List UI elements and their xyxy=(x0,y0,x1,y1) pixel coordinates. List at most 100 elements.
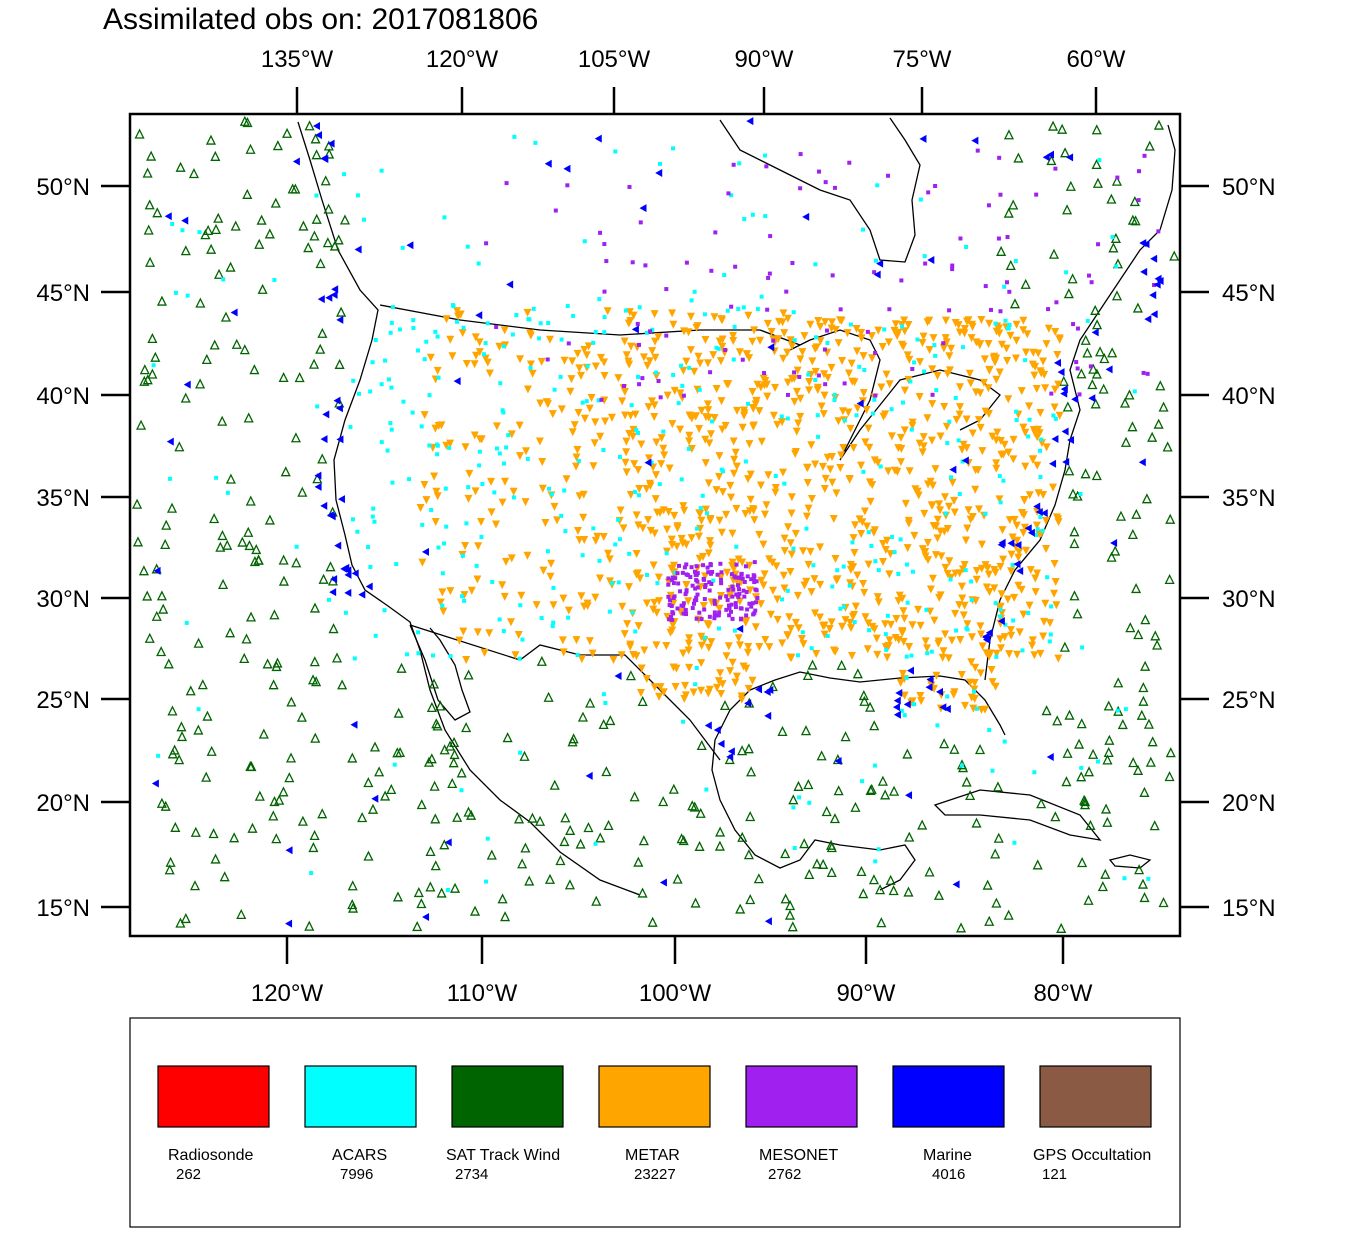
sat-wind-marker xyxy=(1088,363,1099,374)
acars-marker xyxy=(687,365,692,370)
mesonet-marker xyxy=(762,371,767,376)
metar-marker xyxy=(1051,385,1060,394)
metar-marker xyxy=(992,459,1001,468)
sat-wind-marker xyxy=(363,777,374,788)
metar-marker xyxy=(995,495,1004,504)
metar-marker xyxy=(649,561,658,570)
west-coast-outline xyxy=(297,121,641,896)
sat-wind-marker xyxy=(310,732,321,743)
metar-marker xyxy=(928,400,937,409)
metar-marker xyxy=(941,630,950,639)
mesonet-marker xyxy=(730,584,735,589)
metar-marker xyxy=(732,504,741,513)
acars-marker xyxy=(732,628,737,633)
metar-marker xyxy=(732,462,741,471)
mesonet-marker xyxy=(666,582,671,587)
acars-marker xyxy=(1027,417,1032,422)
metar-marker xyxy=(1054,380,1063,389)
metar-marker xyxy=(1041,599,1050,608)
metar-marker xyxy=(739,662,748,671)
sat-wind-marker xyxy=(1003,129,1015,140)
acars-marker xyxy=(866,530,871,535)
marine-marker xyxy=(1046,753,1054,762)
sat-wind-marker xyxy=(180,912,191,924)
sat-wind-marker xyxy=(807,659,818,670)
metar-marker xyxy=(857,329,866,338)
metar-marker xyxy=(637,440,646,449)
metar-marker xyxy=(860,588,869,597)
acars-marker xyxy=(900,400,905,405)
mesonet-marker xyxy=(744,613,749,618)
right-lat-label: 35°N xyxy=(1222,485,1276,512)
acars-marker xyxy=(427,393,432,398)
metar-marker xyxy=(738,558,747,567)
sat-wind-marker xyxy=(256,214,267,225)
acars-marker xyxy=(779,414,784,419)
metar-marker xyxy=(604,549,613,558)
acars-marker xyxy=(1007,322,1012,327)
sat-wind-marker xyxy=(328,623,339,634)
marine-marker xyxy=(943,705,951,714)
metar-marker xyxy=(769,411,778,420)
mesonet-marker xyxy=(712,610,717,615)
marine-marker xyxy=(422,912,430,921)
sat-wind-marker xyxy=(1032,859,1043,870)
sat-wind-marker xyxy=(1164,573,1175,585)
sat-wind-marker xyxy=(933,889,945,900)
sat-wind-marker xyxy=(858,888,869,899)
bottom-lon-label: 80°W xyxy=(1034,980,1093,1007)
mesonet-marker xyxy=(709,268,714,273)
mesonet-marker xyxy=(703,582,708,587)
metar-marker xyxy=(577,655,586,664)
sat-wind-marker xyxy=(993,832,1004,843)
metar-marker xyxy=(881,620,890,629)
sat-wind-marker xyxy=(156,797,167,808)
mesonet-marker xyxy=(681,393,686,398)
metar-marker xyxy=(655,692,664,701)
acars-marker xyxy=(442,541,447,546)
sat-wind-marker xyxy=(195,297,206,308)
acars-marker xyxy=(435,443,440,448)
sat-wind-marker xyxy=(1092,177,1104,188)
metar-marker xyxy=(929,334,938,343)
metar-marker xyxy=(1033,433,1042,442)
metar-marker xyxy=(595,574,604,583)
acars-marker xyxy=(585,364,590,369)
acars-marker xyxy=(729,193,734,198)
metar-marker xyxy=(987,666,996,675)
legend-item-acars: ACARS 7996 xyxy=(304,1065,417,1183)
acars-marker xyxy=(636,430,641,435)
mesonet-marker xyxy=(1156,229,1161,234)
mesonet-marker xyxy=(1086,273,1091,278)
acars-marker xyxy=(1012,840,1017,845)
metar-marker xyxy=(895,591,904,600)
metar-marker xyxy=(600,358,609,367)
acars-marker xyxy=(909,653,914,658)
metar-marker xyxy=(799,640,808,649)
acars-marker xyxy=(649,460,654,465)
metar-marker xyxy=(1025,402,1034,411)
metar-marker xyxy=(622,437,631,446)
sat-wind-marker xyxy=(380,790,391,801)
marine-marker xyxy=(153,566,161,575)
metar-marker xyxy=(783,348,792,357)
acars-marker xyxy=(370,514,375,519)
metar-marker xyxy=(972,566,981,575)
acars-marker xyxy=(597,558,602,563)
sat-wind-marker xyxy=(348,902,359,913)
marine-marker xyxy=(326,511,334,520)
legend-item-marine: Marine 4016 xyxy=(892,1065,1005,1183)
sat-wind-marker xyxy=(461,722,472,733)
metar-marker xyxy=(992,649,1001,658)
metar-marker xyxy=(984,410,993,419)
acars-marker xyxy=(550,624,555,629)
metar-marker xyxy=(735,641,744,650)
acars-marker xyxy=(679,477,684,482)
metar-marker xyxy=(787,375,796,384)
acars-marker xyxy=(702,635,707,640)
metar-marker xyxy=(574,408,583,417)
metar-marker xyxy=(960,601,969,610)
metar-marker xyxy=(605,555,614,564)
mesonet-marker xyxy=(679,603,684,608)
metar-marker xyxy=(999,450,1008,459)
